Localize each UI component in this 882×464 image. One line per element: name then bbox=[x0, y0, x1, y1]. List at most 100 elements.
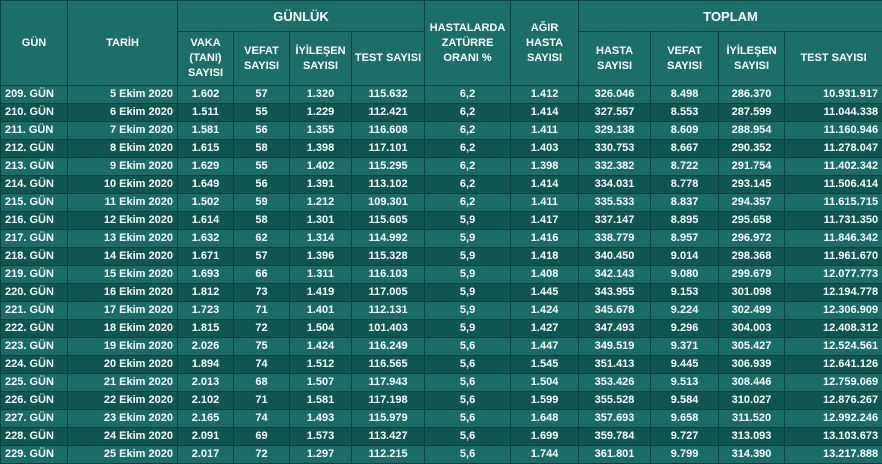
cell-toplam-hasta: 340.450 bbox=[579, 248, 651, 266]
cell-vaka: 1.815 bbox=[178, 320, 234, 338]
cell-vefat: 74 bbox=[234, 410, 290, 428]
cell-vaka: 1.581 bbox=[178, 122, 234, 140]
cell-iyilesen: 1.507 bbox=[290, 374, 352, 392]
cell-toplam-hasta: 335.533 bbox=[579, 194, 651, 212]
cell-tarih: 6 Ekim 2020 bbox=[68, 104, 178, 122]
cell-toplam-iyilesen: 286.370 bbox=[719, 86, 785, 104]
cell-toplam-iyilesen: 314.390 bbox=[719, 446, 785, 464]
cell-toplam-hasta: 329.138 bbox=[579, 122, 651, 140]
cell-vaka: 2.091 bbox=[178, 428, 234, 446]
cell-toplam-iyilesen: 291.754 bbox=[719, 158, 785, 176]
cell-zaturre-orani: 5,9 bbox=[425, 266, 511, 284]
cell-iyilesen: 1.401 bbox=[290, 302, 352, 320]
cell-vaka: 1.632 bbox=[178, 230, 234, 248]
cell-gun: 216. GÜN bbox=[1, 212, 68, 230]
cell-vaka: 1.693 bbox=[178, 266, 234, 284]
cell-toplam-vefat: 9.014 bbox=[651, 248, 719, 266]
cell-vefat: 71 bbox=[234, 392, 290, 410]
cell-gun: 215. GÜN bbox=[1, 194, 68, 212]
cell-toplam-iyilesen: 294.357 bbox=[719, 194, 785, 212]
cell-agir-hasta: 1.699 bbox=[511, 428, 579, 446]
cell-toplam-test: 11.731.350 bbox=[785, 212, 882, 230]
cell-agir-hasta: 1.424 bbox=[511, 302, 579, 320]
cell-toplam-test: 12.524.561 bbox=[785, 338, 882, 356]
cell-test: 113.427 bbox=[352, 428, 425, 446]
cell-toplam-iyilesen: 306.939 bbox=[719, 356, 785, 374]
cell-toplam-hasta: 327.557 bbox=[579, 104, 651, 122]
cell-test: 116.565 bbox=[352, 356, 425, 374]
cell-agir-hasta: 1.417 bbox=[511, 212, 579, 230]
cell-toplam-iyilesen: 310.027 bbox=[719, 392, 785, 410]
header-toplam-iyilesen: İYİLEŞEN SAYISI bbox=[719, 32, 785, 86]
cell-agir-hasta: 1.545 bbox=[511, 356, 579, 374]
cell-toplam-hasta: 357.693 bbox=[579, 410, 651, 428]
cell-vaka: 1.649 bbox=[178, 176, 234, 194]
cell-toplam-hasta: 330.753 bbox=[579, 140, 651, 158]
cell-toplam-vefat: 8.553 bbox=[651, 104, 719, 122]
cell-tarih: 17 Ekim 2020 bbox=[68, 302, 178, 320]
cell-vaka: 2.102 bbox=[178, 392, 234, 410]
cell-toplam-test: 11.278.047 bbox=[785, 140, 882, 158]
cell-toplam-hasta: 347.493 bbox=[579, 320, 651, 338]
cell-zaturre-orani: 5,9 bbox=[425, 230, 511, 248]
cell-agir-hasta: 1.414 bbox=[511, 176, 579, 194]
cell-vefat: 56 bbox=[234, 176, 290, 194]
cell-test: 117.943 bbox=[352, 374, 425, 392]
cell-toplam-test: 13.217.888 bbox=[785, 446, 882, 464]
cell-toplam-vefat: 9.445 bbox=[651, 356, 719, 374]
cell-toplam-iyilesen: 298.368 bbox=[719, 248, 785, 266]
cell-tarih: 16 Ekim 2020 bbox=[68, 284, 178, 302]
cell-agir-hasta: 1.648 bbox=[511, 410, 579, 428]
cell-toplam-hasta: 332.382 bbox=[579, 158, 651, 176]
cell-iyilesen: 1.311 bbox=[290, 266, 352, 284]
cell-vaka: 1.502 bbox=[178, 194, 234, 212]
cell-gun: 220. GÜN bbox=[1, 284, 68, 302]
cell-toplam-test: 10.931.917 bbox=[785, 86, 882, 104]
cell-agir-hasta: 1.599 bbox=[511, 392, 579, 410]
cell-toplam-test: 12.876.267 bbox=[785, 392, 882, 410]
cell-zaturre-orani: 5,9 bbox=[425, 248, 511, 266]
cell-vefat: 58 bbox=[234, 212, 290, 230]
cell-tarih: 9 Ekim 2020 bbox=[68, 158, 178, 176]
cell-zaturre-orani: 5,9 bbox=[425, 320, 511, 338]
cell-zaturre-orani: 6,2 bbox=[425, 176, 511, 194]
cell-agir-hasta: 1.412 bbox=[511, 86, 579, 104]
cell-toplam-hasta: 351.413 bbox=[579, 356, 651, 374]
cell-iyilesen: 1.391 bbox=[290, 176, 352, 194]
cell-tarih: 12 Ekim 2020 bbox=[68, 212, 178, 230]
cell-vefat: 75 bbox=[234, 338, 290, 356]
cell-toplam-hasta: 353.426 bbox=[579, 374, 651, 392]
header-toplam: TOPLAM bbox=[579, 1, 882, 32]
cell-tarih: 24 Ekim 2020 bbox=[68, 428, 178, 446]
header-iyilesen: İYİLEŞEN SAYISI bbox=[290, 32, 352, 86]
cell-toplam-iyilesen: 301.098 bbox=[719, 284, 785, 302]
cell-vefat: 55 bbox=[234, 104, 290, 122]
cell-toplam-vefat: 9.080 bbox=[651, 266, 719, 284]
cell-vefat: 62 bbox=[234, 230, 290, 248]
cell-toplam-hasta: 343.955 bbox=[579, 284, 651, 302]
cell-zaturre-orani: 5,9 bbox=[425, 212, 511, 230]
cell-zaturre-orani: 6,2 bbox=[425, 86, 511, 104]
cell-zaturre-orani: 5,6 bbox=[425, 428, 511, 446]
cell-toplam-vefat: 8.667 bbox=[651, 140, 719, 158]
cell-iyilesen: 1.396 bbox=[290, 248, 352, 266]
cell-toplam-test: 11.961.670 bbox=[785, 248, 882, 266]
cell-gun: 214. GÜN bbox=[1, 176, 68, 194]
cell-iyilesen: 1.229 bbox=[290, 104, 352, 122]
cell-tarih: 7 Ekim 2020 bbox=[68, 122, 178, 140]
cell-toplam-vefat: 8.957 bbox=[651, 230, 719, 248]
cell-vefat: 71 bbox=[234, 302, 290, 320]
cell-toplam-test: 12.992.246 bbox=[785, 410, 882, 428]
cell-toplam-hasta: 337.147 bbox=[579, 212, 651, 230]
